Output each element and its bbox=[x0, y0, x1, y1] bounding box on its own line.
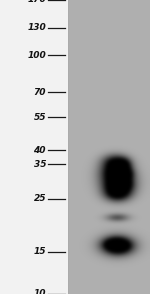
Text: 70: 70 bbox=[33, 88, 46, 96]
Text: 35: 35 bbox=[33, 160, 46, 168]
Text: 55: 55 bbox=[33, 113, 46, 122]
Text: 10: 10 bbox=[33, 290, 46, 294]
Text: 25: 25 bbox=[33, 194, 46, 203]
Text: 15: 15 bbox=[33, 248, 46, 256]
Bar bbox=[0, 0, 68, 294]
Text: 130: 130 bbox=[27, 23, 46, 32]
Text: 40: 40 bbox=[33, 146, 46, 155]
Text: 100: 100 bbox=[27, 51, 46, 60]
Text: 170: 170 bbox=[27, 0, 46, 4]
